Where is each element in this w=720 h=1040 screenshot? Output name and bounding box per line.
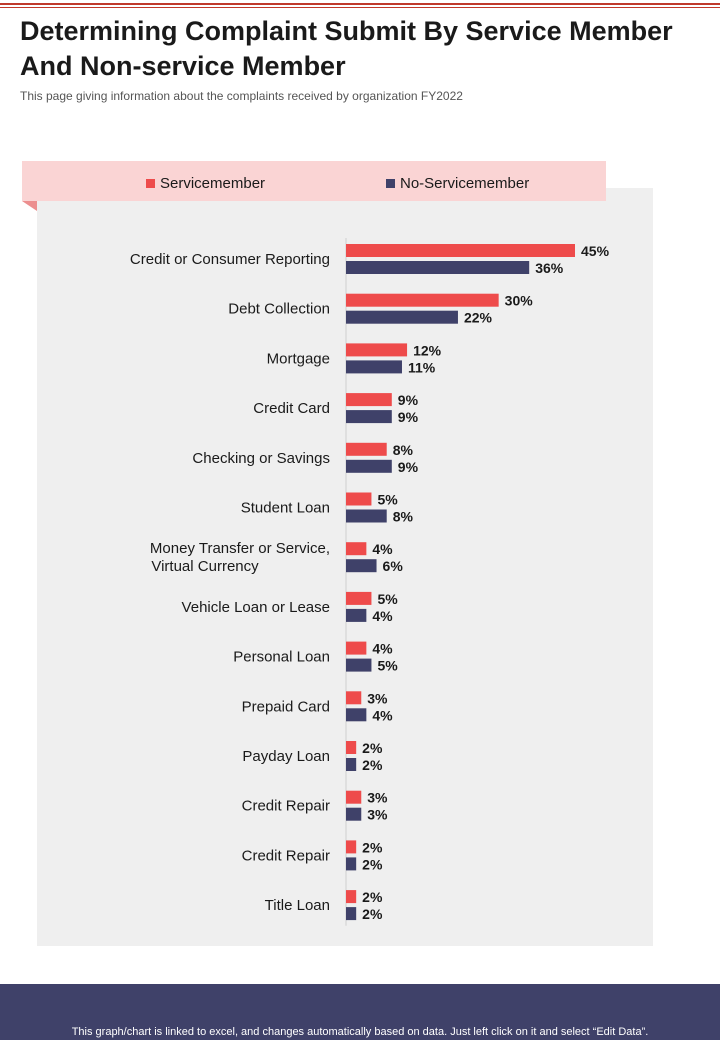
bar-servicemember	[346, 492, 372, 506]
category-label: Credit Repair	[242, 847, 330, 864]
category-label: Prepaid Card	[242, 698, 330, 715]
bar-non-servicemember	[346, 559, 377, 573]
category-label: Title Loan	[265, 897, 330, 914]
data-label: 2%	[362, 889, 383, 905]
bar-servicemember	[346, 840, 357, 854]
data-label: 3%	[367, 807, 388, 823]
data-label: 22%	[464, 310, 493, 326]
data-label: 3%	[367, 790, 388, 806]
data-label: 5%	[377, 492, 398, 508]
page-subtitle: This page giving information about the c…	[20, 89, 463, 103]
category-label: Personal Loan	[233, 649, 330, 666]
legend-label-servicemember: Servicemember	[160, 174, 266, 192]
category-label: Student Loan	[241, 500, 330, 517]
bar-non-servicemember	[346, 907, 357, 921]
bar-servicemember	[346, 542, 367, 556]
bar-non-servicemember	[346, 758, 357, 771]
bar-servicemember	[346, 293, 499, 307]
data-label: 4%	[372, 541, 393, 557]
bar-servicemember	[346, 790, 362, 804]
data-label: 5%	[377, 658, 398, 674]
bar-non-servicemember	[346, 658, 372, 672]
bar-non-servicemember	[346, 608, 367, 622]
header-accent-line	[0, 3, 720, 5]
bar-servicemember	[346, 244, 575, 257]
category-label: Checking or Savings	[192, 450, 330, 467]
data-label: 36%	[535, 260, 564, 276]
legend-item-non-servicemember: No-Servicemember	[386, 174, 529, 192]
data-label: 12%	[413, 342, 442, 358]
bar-servicemember	[346, 591, 372, 605]
data-label: 8%	[393, 442, 414, 458]
category-label: Credit Card	[253, 400, 330, 417]
bar-non-servicemember	[346, 459, 392, 473]
category-label: Mortgage	[267, 350, 330, 367]
page-title: Determining Complaint Submit By Service …	[20, 16, 673, 81]
bar-servicemember	[346, 890, 357, 904]
bar-servicemember	[346, 691, 362, 705]
chart-legend	[22, 161, 606, 201]
bar-non-servicemember	[346, 410, 392, 424]
bar-non-servicemember	[346, 807, 362, 821]
bar-non-servicemember	[346, 857, 357, 871]
legend-label-non-servicemember: No-Servicemember	[400, 174, 530, 192]
legend-swatch-servicemember	[146, 178, 155, 188]
bar-servicemember	[346, 641, 367, 655]
data-label: 9%	[398, 392, 419, 408]
bar-non-servicemember	[346, 310, 458, 324]
data-label: 6%	[383, 558, 404, 574]
bar-servicemember	[346, 442, 387, 456]
bar-non-servicemember	[346, 708, 367, 722]
category-label: Debt Collection	[228, 301, 330, 318]
category-label: Credit Repair	[242, 798, 330, 815]
data-label: 2%	[362, 839, 383, 855]
chart-panel	[37, 188, 653, 946]
category-label: Credit or Consumer Reporting	[130, 251, 330, 268]
legend-swatch-non-servicemember	[386, 178, 395, 188]
footer-note: This graph/chart is linked to excel, and…	[71, 1026, 649, 1038]
data-label: 2%	[362, 856, 383, 872]
bar-chart: Credit or Consumer Reporting 45% 36% Debt C…	[130, 238, 610, 926]
data-label: 11%	[408, 359, 436, 375]
data-label: 4%	[372, 707, 393, 723]
data-label: 4%	[372, 608, 393, 624]
legend-fold-decoration	[22, 201, 37, 211]
data-label: 2%	[362, 740, 383, 756]
bar-non-servicemember	[346, 509, 387, 523]
footer-band	[0, 984, 720, 1040]
data-label: 8%	[393, 509, 414, 525]
data-label: 3%	[367, 690, 388, 706]
category-label: Payday Loan	[242, 748, 330, 765]
data-label: 5%	[377, 591, 398, 607]
data-label: 30%	[505, 293, 534, 309]
header-accent-line-thin	[0, 7, 720, 8]
bar-servicemember	[346, 741, 357, 754]
bar-non-servicemember	[346, 261, 530, 274]
data-label: 45%	[581, 243, 610, 259]
data-label: 9%	[398, 459, 419, 475]
bar-non-servicemember	[346, 360, 402, 374]
data-label: 2%	[362, 906, 383, 922]
data-label: 2%	[362, 757, 383, 773]
bar-servicemember	[346, 393, 392, 407]
legend-item-servicemember: Servicemember	[146, 174, 265, 192]
data-label: 4%	[372, 641, 393, 657]
category-label: Vehicle Loan or Lease	[182, 599, 330, 616]
bar-servicemember	[346, 343, 408, 357]
category-label: Money Transfer or Service, Virtual Curren…	[150, 540, 330, 575]
data-label: 9%	[398, 409, 419, 425]
